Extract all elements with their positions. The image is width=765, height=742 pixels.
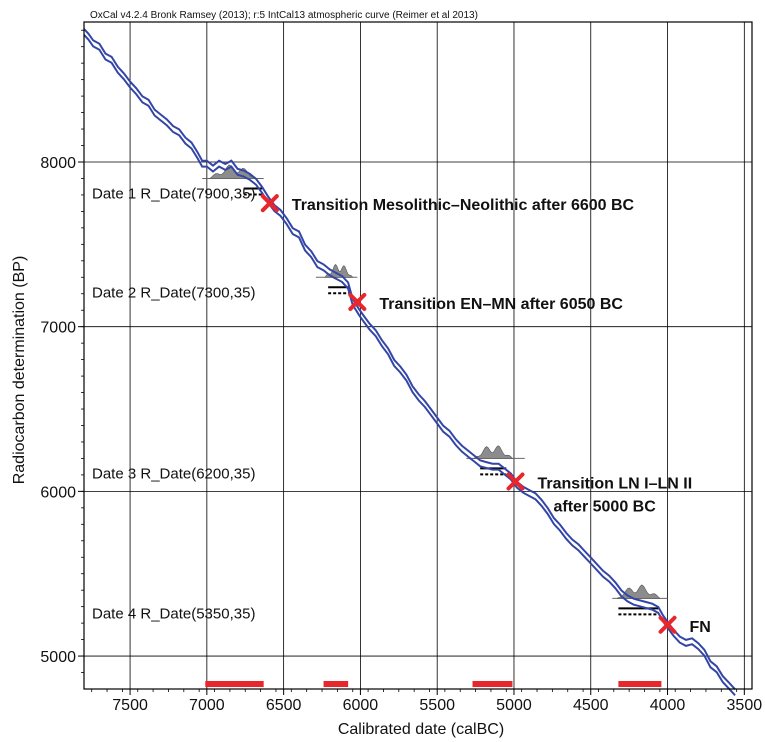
- transition-marker: [260, 194, 279, 213]
- plot-frame: [83, 21, 753, 690]
- x-tick-label: 5500: [419, 697, 455, 714]
- curve-lower-line: [83, 34, 736, 696]
- date-distribution: [209, 164, 257, 179]
- phase-bar: [323, 681, 349, 687]
- y-axis-ticks: 8000 7000 6000 5000: [40, 29, 84, 673]
- x-tick-label: 7000: [189, 697, 225, 714]
- chart-header: OxCal v4.2.4 Bronk Ramsey (2013); r:5 In…: [90, 10, 478, 21]
- date-labels: Date 1 R_Date(7900,35) Date 2 R_Date(7300…: [92, 185, 255, 622]
- y-tick-label: 7000: [40, 320, 76, 337]
- phase-bar: [472, 681, 513, 687]
- date-distributions: [202, 164, 668, 616]
- transition-label: Transition LN I–LN II: [538, 475, 693, 492]
- curve-upper-line: [83, 28, 736, 690]
- date-label: Date 3 R_Date(6200,35): [92, 465, 255, 482]
- phase-bar: [205, 681, 264, 687]
- date-label: Date 4 R_Date(5350,35): [92, 605, 255, 622]
- transitions: Transition Mesolithic–Neolithic after 66…: [260, 194, 711, 636]
- transition-marker: [658, 615, 677, 634]
- x-tick-label: 4000: [650, 697, 686, 714]
- date-label: Date 1 R_Date(7900,35): [92, 185, 255, 202]
- transition-marker: [348, 292, 367, 311]
- x-axis-ticks: 7500 7000 6500 6000 5500 5000 4500 4000 3500: [91, 689, 763, 714]
- date-distribution: [324, 263, 354, 278]
- y-tick-label: 8000: [40, 155, 76, 172]
- x-tick-label: 4500: [573, 697, 609, 714]
- x-axis-title: Calibrated date (calBC): [338, 721, 504, 738]
- x-tick-label: 6000: [343, 697, 379, 714]
- y-tick-label: 5000: [40, 649, 76, 666]
- date-distribution: [473, 445, 514, 459]
- grid: [84, 22, 752, 689]
- y-axis-title: Radiocarbon determination (BP): [11, 256, 28, 485]
- transition-label: Transition EN–MN after 6050 BC: [379, 296, 623, 313]
- x-tick-label: 5000: [496, 697, 532, 714]
- transition-label-line2: after 5000 BC: [554, 498, 657, 515]
- date-label: Date 2 R_Date(7300,35): [92, 284, 255, 301]
- transition-label: FN: [690, 619, 711, 636]
- x-tick-label: 7500: [112, 697, 148, 714]
- phase-bar: [618, 681, 662, 687]
- phase-bars: [205, 681, 662, 687]
- x-tick-label: 3500: [727, 697, 763, 714]
- y-tick-label: 6000: [40, 484, 76, 501]
- calibration-curve: [83, 28, 736, 696]
- x-tick-label: 6500: [266, 697, 302, 714]
- transition-marker: [506, 472, 525, 491]
- transition-label: Transition Mesolithic–Neolithic after 66…: [292, 197, 635, 214]
